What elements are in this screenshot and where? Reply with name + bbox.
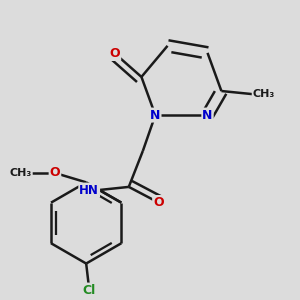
Text: O: O — [153, 196, 164, 209]
Text: N: N — [150, 109, 160, 122]
Text: Cl: Cl — [83, 284, 96, 297]
Text: CH₃: CH₃ — [9, 168, 32, 178]
Text: N: N — [202, 109, 213, 122]
Text: HN: HN — [79, 184, 99, 196]
Text: O: O — [110, 47, 120, 60]
Text: O: O — [50, 167, 60, 179]
Text: CH₃: CH₃ — [253, 89, 275, 99]
